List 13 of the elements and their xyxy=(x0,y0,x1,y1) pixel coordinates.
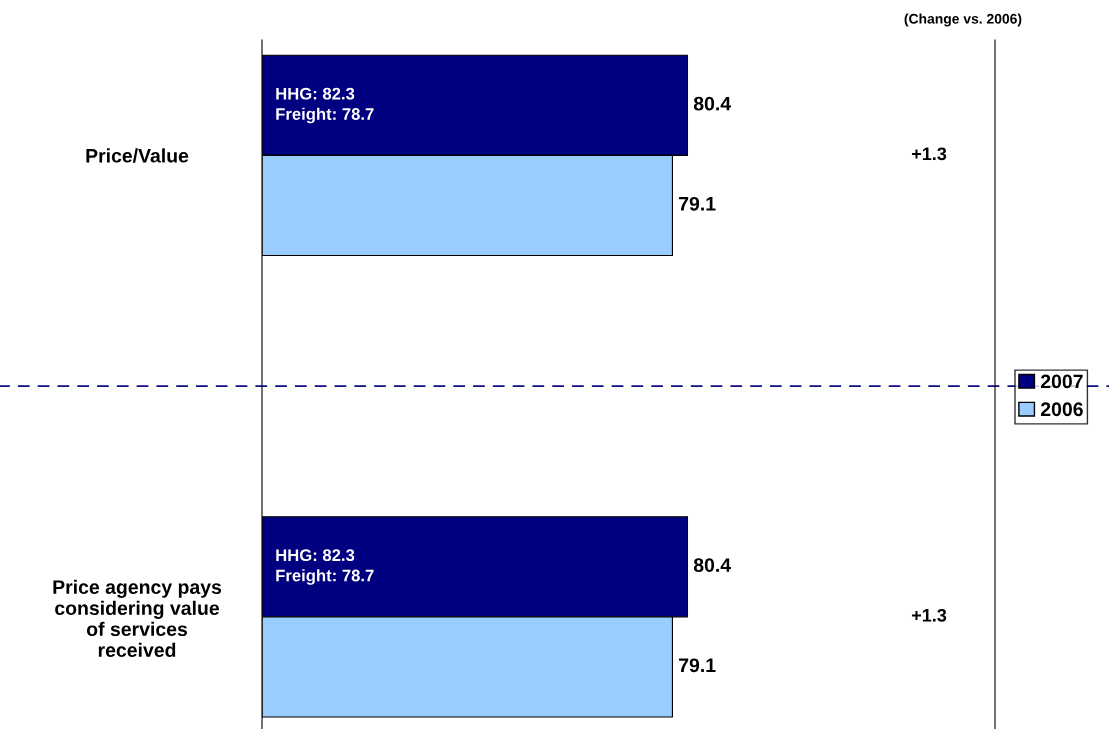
y-tick-label: Price agency pays considering value of services received xyxy=(53,579,222,658)
chart-title: (Change vs. 2006) xyxy=(904,13,1022,27)
y-tick-label: Price/Value xyxy=(86,148,189,163)
annotation: HHG: 82.3 Freight: 78.7 xyxy=(276,87,374,124)
annotation: +1.3 xyxy=(911,608,947,622)
legend-label: 2006 xyxy=(1040,402,1083,417)
data-label: 80.4 xyxy=(693,96,731,111)
data-label: 80.4 xyxy=(693,558,731,573)
legend-label: 2007 xyxy=(1040,374,1083,389)
data-label: 79.1 xyxy=(679,196,716,211)
data-label: 79.1 xyxy=(679,658,716,673)
annotation: +1.3 xyxy=(911,147,947,161)
annotation: HHG: 82.3 Freight: 78.7 xyxy=(276,549,374,585)
